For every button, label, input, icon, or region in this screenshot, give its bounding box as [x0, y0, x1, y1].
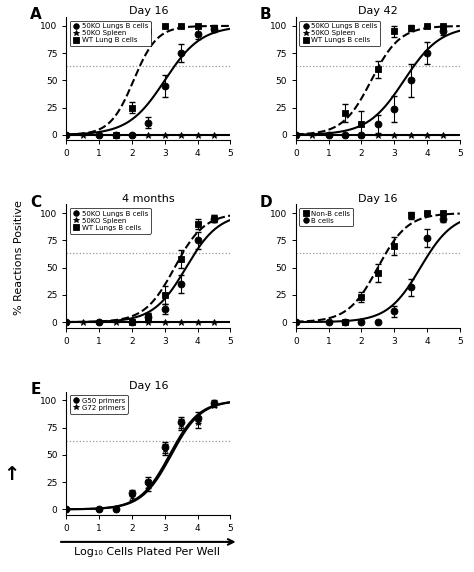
Legend: Non-B cells, B cells: Non-B cells, B cells: [299, 208, 353, 227]
Text: ↑: ↑: [4, 465, 20, 484]
Text: Log₁₀ Cells Plated Per Well: Log₁₀ Cells Plated Per Well: [74, 547, 220, 557]
Text: E: E: [30, 382, 41, 397]
Title: Day 16: Day 16: [128, 381, 168, 391]
Title: Day 42: Day 42: [358, 6, 398, 17]
Legend: G50 primers, G72 primers: G50 primers, G72 primers: [70, 395, 128, 414]
Text: C: C: [30, 194, 41, 209]
Legend: 50KO Lungs B cells, 50KO Spleen, WT Lungs B cells: 50KO Lungs B cells, 50KO Spleen, WT Lung…: [299, 21, 380, 46]
Legend: 50KO Lungs B cells, 50KO Spleen, WT Lung B cells: 50KO Lungs B cells, 50KO Spleen, WT Lung…: [70, 21, 151, 46]
Text: B: B: [260, 7, 272, 22]
Legend: 50KO Lungs B cells, 50KO Spleen, WT Lungs B cells: 50KO Lungs B cells, 50KO Spleen, WT Lung…: [70, 208, 151, 233]
Text: D: D: [260, 194, 273, 209]
Text: % Reactions Positive: % Reactions Positive: [14, 200, 24, 315]
Title: Day 16: Day 16: [358, 193, 398, 204]
Text: A: A: [30, 7, 42, 22]
Title: Day 16: Day 16: [128, 6, 168, 17]
Title: 4 months: 4 months: [122, 193, 174, 204]
